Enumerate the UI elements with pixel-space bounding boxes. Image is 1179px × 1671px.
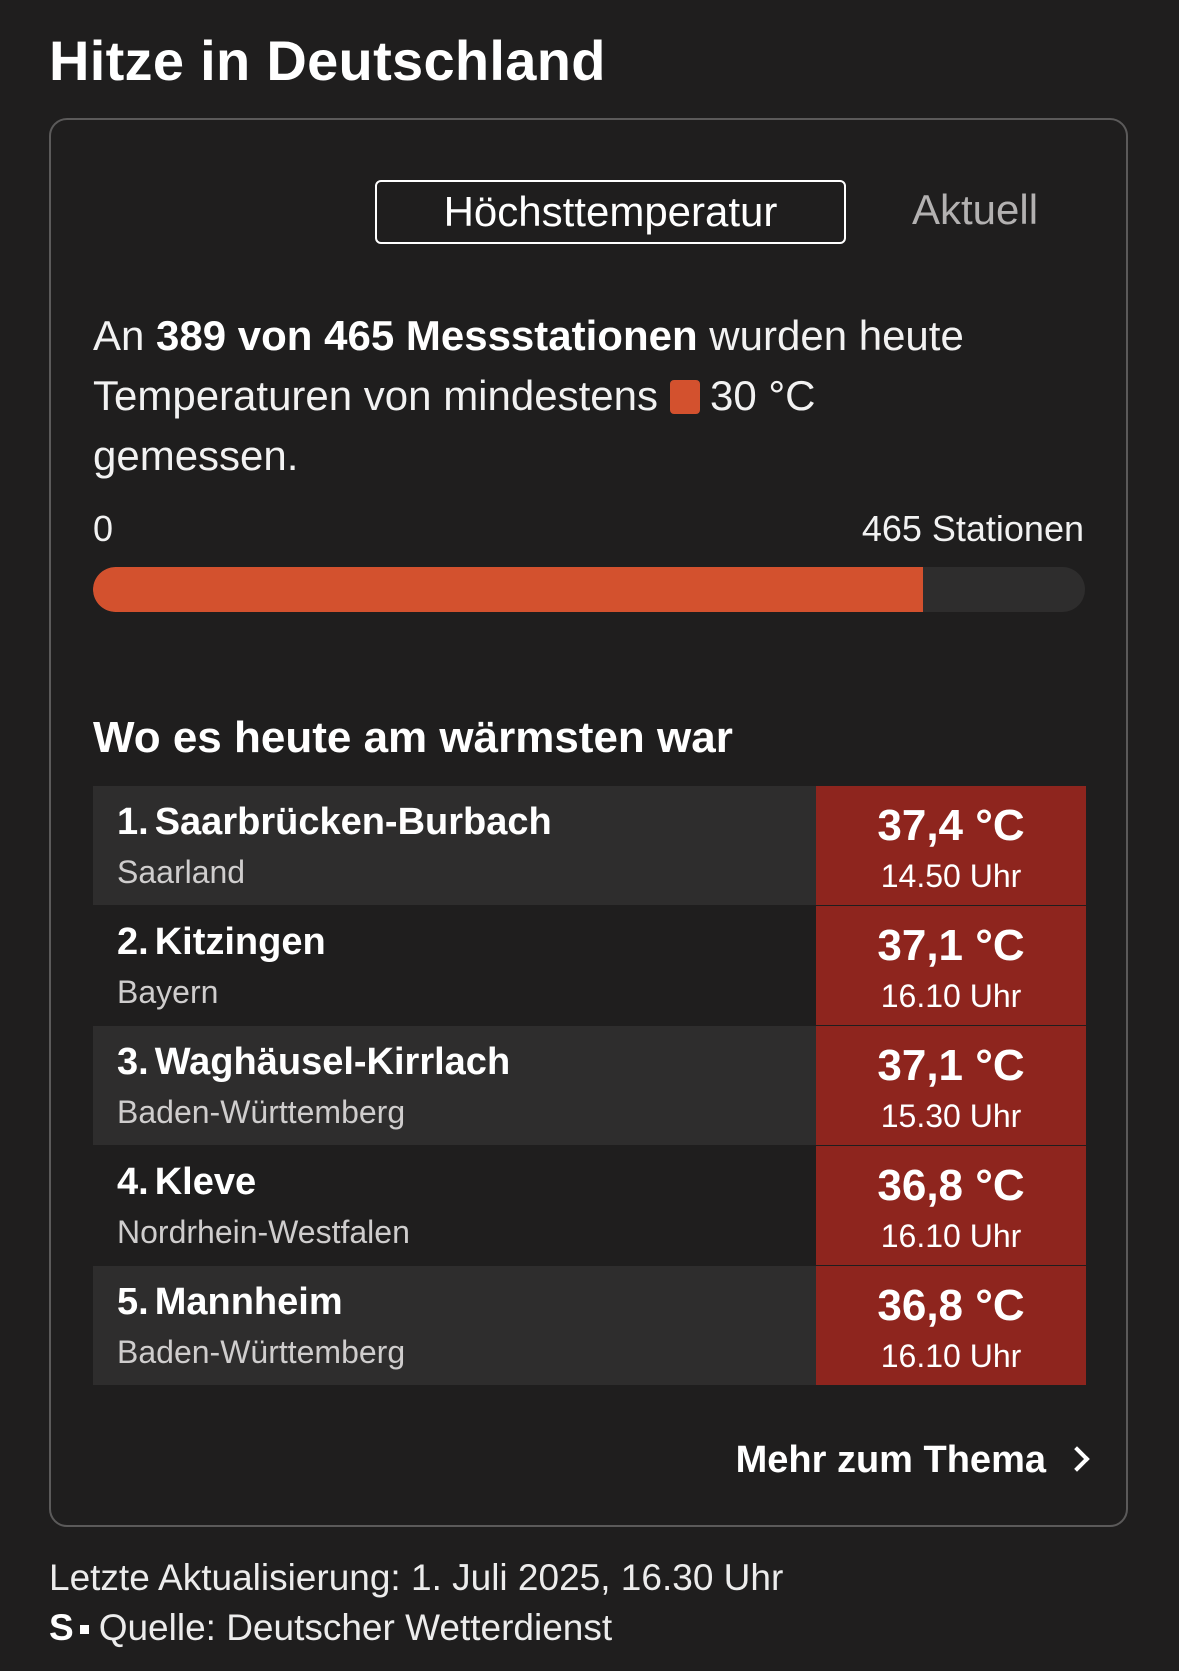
station-state: Baden-Württemberg	[117, 1094, 406, 1130]
table-row: 1. Saarbrücken-Burbach Saarland 37,4 °C 14.5…	[93, 786, 1086, 906]
station-rank: 3.	[117, 1041, 149, 1083]
station-name: 5. Mannheim	[117, 1278, 343, 1326]
temperature-value: 37,4 °C	[877, 801, 1025, 850]
station-name-text: Waghäusel-Kirrlach	[154, 1041, 511, 1083]
source-line: S Quelle: Deutscher Wetterdienst	[49, 1600, 612, 1656]
place-cell: 3. Waghäusel-Kirrlach Baden-Württemberg	[93, 1026, 816, 1145]
station-state: Bayern	[117, 974, 219, 1010]
station-name-text: Kleve	[154, 1161, 257, 1203]
station-rank: 1.	[117, 801, 149, 843]
temperature-time: 16.10 Uhr	[880, 1218, 1022, 1254]
table-row: 2. Kitzingen Bayern 37,1 °C 16.10 Uhr	[93, 906, 1086, 1026]
more-link-label: Mehr zum Thema	[735, 1439, 1046, 1481]
progress-min-label: 0	[93, 508, 114, 549]
spiegel-logo-icon: S	[49, 1607, 74, 1648]
temperature-cell: 37,1 °C 15.30 Uhr	[816, 1026, 1086, 1145]
more-link[interactable]: Mehr zum Thema	[735, 1430, 1090, 1490]
temperature-cell: 36,8 °C 16.10 Uhr	[816, 1266, 1086, 1385]
place-cell: 4. Kleve Nordrhein-Westfalen	[93, 1146, 816, 1265]
summary-middle: wurden heute Temperaturen von mindestens	[93, 312, 964, 419]
station-rank: 2.	[117, 921, 149, 963]
summary-count: 389 von 465 Messstationen	[156, 312, 698, 359]
station-name: 4. Kleve	[117, 1158, 256, 1206]
tab-aktuell[interactable]: Aktuell	[911, 186, 1039, 233]
ranking-table: 1. Saarbrücken-Burbach Saarland 37,4 °C 14.5…	[93, 786, 1086, 1386]
place-cell: 5. Mannheim Baden-Württemberg	[93, 1266, 816, 1385]
station-name-text: Kitzingen	[154, 921, 326, 963]
station-rank: 4.	[117, 1161, 149, 1203]
heat-widget-card	[49, 118, 1128, 1527]
table-row: 3. Waghäusel-Kirrlach Baden-Württemberg 37,…	[93, 1026, 1086, 1146]
chevron-right-icon	[1064, 1446, 1090, 1472]
summary-threshold: 30 °C	[709, 372, 816, 419]
stations-progress-bar	[93, 567, 1085, 612]
ranking-title: Wo es heute am wärmsten war	[93, 713, 733, 762]
temperature-value: 36,8 °C	[877, 1161, 1025, 1210]
station-state: Nordrhein-Westfalen	[117, 1214, 410, 1250]
station-name-text: Saarbrücken-Burbach	[154, 801, 552, 843]
station-name: 1. Saarbrücken-Burbach	[117, 798, 552, 846]
station-name-text: Mannheim	[154, 1281, 343, 1323]
temperature-cell: 36,8 °C 16.10 Uhr	[816, 1146, 1086, 1265]
table-row: 4. Kleve Nordrhein-Westfalen 36,8 °C 16.10 U…	[93, 1146, 1086, 1266]
temperature-time: 14.50 Uhr	[880, 858, 1022, 894]
place-cell: 1. Saarbrücken-Burbach Saarland	[93, 786, 816, 905]
temperature-cell: 37,1 °C 16.10 Uhr	[816, 906, 1086, 1025]
station-state: Saarland	[117, 854, 246, 890]
temperature-time: 15.30 Uhr	[880, 1098, 1022, 1134]
stations-progress-fill	[93, 567, 923, 612]
place-cell: 2. Kitzingen Bayern	[93, 906, 816, 1025]
source-text: Quelle: Deutscher Wetterdienst	[98, 1607, 613, 1648]
station-rank: 5.	[117, 1281, 149, 1323]
threshold-color-swatch	[669, 380, 700, 414]
station-state: Baden-Württemberg	[117, 1334, 406, 1370]
station-name: 2. Kitzingen	[117, 918, 326, 966]
station-name: 3. Waghäusel-Kirrlach	[117, 1038, 510, 1086]
summary-prefix: An	[93, 312, 145, 359]
temperature-value: 37,1 °C	[877, 921, 1025, 970]
page-title: Hitze in Deutschland	[49, 29, 606, 92]
last-updated: Letzte Aktualisierung: 1. Juli 2025, 16.…	[49, 1557, 784, 1598]
temperature-value: 36,8 °C	[877, 1281, 1025, 1330]
temperature-time: 16.10 Uhr	[880, 978, 1022, 1014]
summary-text: An 389 von 465 Messstationen wurden heut…	[93, 306, 1093, 486]
temperature-value: 37,1 °C	[877, 1041, 1025, 1090]
temperature-cell: 37,4 °C 14.50 Uhr	[816, 786, 1086, 905]
tab-hoechsttemperatur[interactable]: Höchsttemperatur	[375, 180, 846, 244]
separator-dot-icon	[79, 1625, 89, 1634]
summary-suffix: gemessen.	[93, 432, 299, 479]
table-row: 5. Mannheim Baden-Württemberg 36,8 °C 16.10 …	[93, 1266, 1086, 1386]
temperature-time: 16.10 Uhr	[880, 1338, 1022, 1374]
progress-max-label: 465 Stationen	[861, 508, 1084, 549]
